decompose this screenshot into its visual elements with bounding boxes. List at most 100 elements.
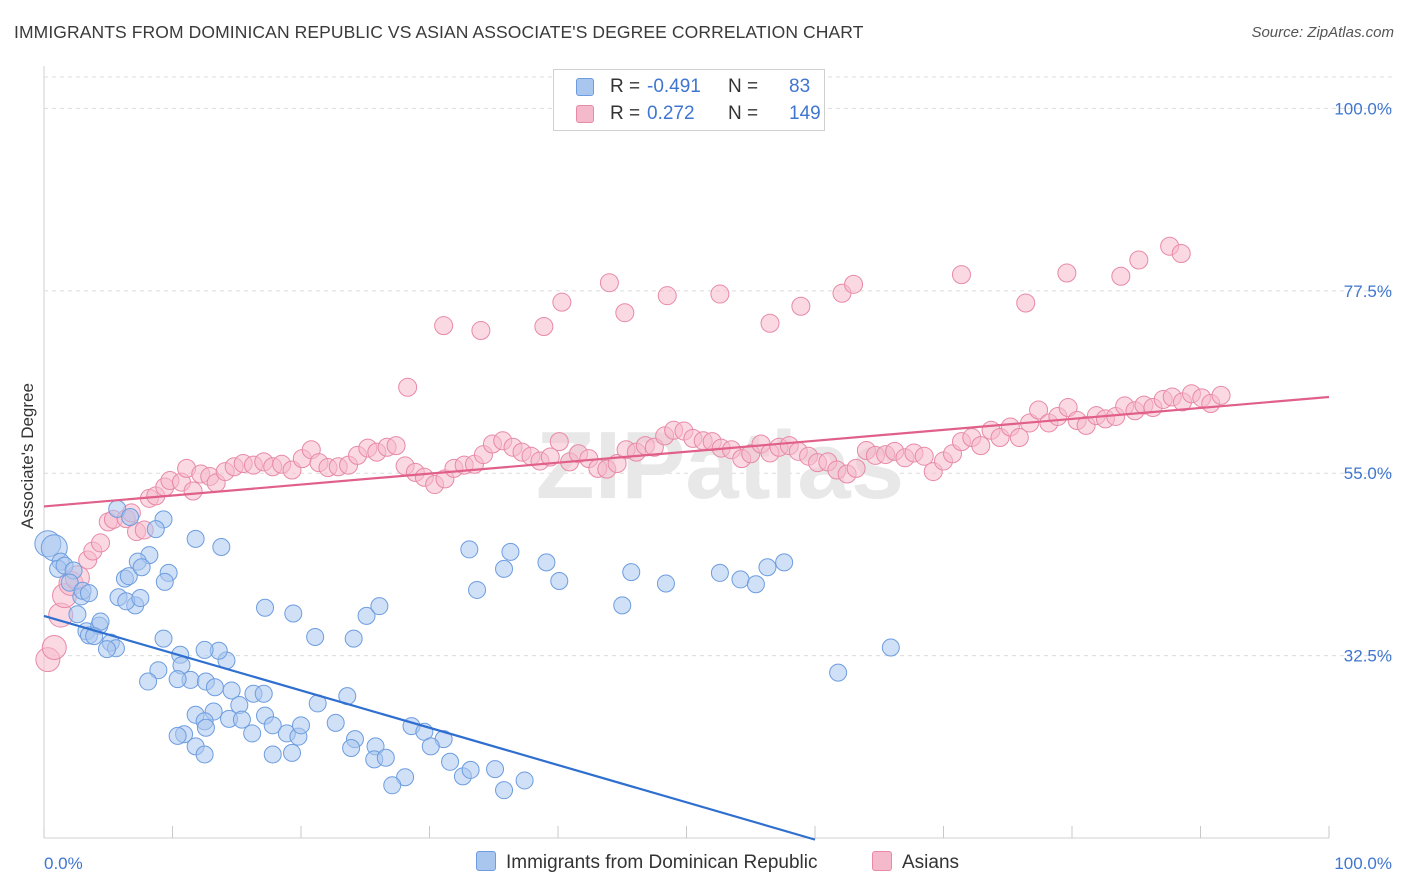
correlation-legend: R = -0.491 N = 83 R = 0.272 N = 149: [553, 69, 825, 131]
legend-n-value: 149: [789, 103, 821, 124]
legend-n-label: N =: [728, 76, 759, 97]
dominican-point: [461, 760, 480, 779]
bottom-legend-swatch-pink: [872, 851, 892, 871]
asians-point: [1057, 263, 1077, 283]
dominican-point: [196, 718, 215, 737]
tick-labels: 100.0% 77.5% 55.0% 32.5% 0.0% 100.0%: [44, 99, 1392, 873]
dominican-point: [495, 781, 514, 800]
dominican-point: [468, 580, 487, 599]
dominican-point: [254, 684, 273, 703]
dominican-point: [613, 596, 632, 615]
dominican-point: [383, 776, 402, 795]
series-dominican-points: [34, 499, 900, 800]
bottom-legend-dominican: Immigrants from Dominican Republic: [476, 851, 818, 874]
dominican-point: [212, 537, 231, 556]
dominican-point: [515, 771, 534, 790]
asians-point: [434, 316, 454, 336]
dominican-point: [119, 567, 138, 586]
asians-point: [615, 303, 635, 323]
dominican-point: [121, 507, 140, 526]
dominican-point: [306, 627, 325, 646]
legend-r-value: -0.491: [647, 76, 701, 97]
dominican-point: [195, 745, 214, 764]
asians-point: [710, 284, 730, 304]
axes: [43, 66, 1330, 839]
trend-lines: [43, 395, 1330, 841]
dominican-point: [284, 604, 303, 623]
dominican-point: [501, 542, 520, 561]
dominican-point: [155, 572, 174, 591]
dominican-point: [195, 640, 214, 659]
x-tick-label-min: 0.0%: [44, 854, 83, 873]
legend-r-label: R =: [610, 76, 641, 97]
dominican-point: [97, 640, 116, 659]
dominican-trendline: [43, 614, 816, 841]
dominican-point: [79, 584, 98, 603]
asians-point: [760, 313, 780, 333]
dominican-point: [746, 575, 765, 594]
source-note: Source: ZipAtlas.com: [1251, 24, 1394, 41]
dominican-point: [60, 573, 79, 592]
dominican-point: [132, 558, 151, 577]
dominican-point: [205, 678, 224, 697]
y-tick-label: 100.0%: [1334, 99, 1392, 118]
bottom-legend-swatch-blue: [476, 851, 496, 871]
asians-point: [91, 533, 111, 553]
legend-n-label: N =: [728, 103, 759, 124]
asians-point: [183, 481, 203, 501]
asians-point: [657, 286, 677, 306]
asians-point: [1211, 385, 1231, 405]
asians-point: [552, 292, 572, 312]
dominican-point: [283, 743, 302, 762]
dominican-point: [775, 553, 794, 572]
dominican-point: [326, 713, 345, 732]
dominican-point: [263, 745, 282, 764]
dominican-point: [881, 638, 900, 657]
asians-point: [549, 432, 569, 452]
dominican-point: [460, 540, 479, 559]
dominican-point: [829, 663, 848, 682]
dominican-point: [344, 629, 363, 648]
legend-swatch-pink: [576, 105, 594, 123]
legend-r-label: R =: [610, 103, 641, 124]
dominican-point: [656, 574, 675, 593]
bottom-legend-label-asians: Asians: [902, 852, 960, 873]
asians-point: [971, 436, 991, 456]
legend-r-value: 0.272: [647, 103, 695, 124]
dominican-point: [342, 739, 361, 758]
x-tick-label-max: 100.0%: [1334, 854, 1392, 873]
dominican-point: [139, 672, 158, 691]
asians-point: [41, 635, 67, 660]
dominican-point: [441, 752, 460, 771]
dominican-point: [131, 589, 150, 608]
dominican-point: [710, 563, 729, 582]
asians-point: [1129, 250, 1149, 270]
asians-point: [951, 265, 971, 285]
dominican-point: [168, 726, 187, 745]
y-tick-label: 32.5%: [1344, 647, 1392, 666]
chart-title: IMMIGRANTS FROM DOMINICAN REPUBLIC VS AS…: [14, 22, 864, 42]
asians-point: [398, 377, 418, 397]
series-asians-points: [35, 236, 1231, 673]
bottom-legend-asians: Asians: [872, 851, 959, 874]
dominican-point: [486, 760, 505, 779]
dominican-point: [222, 681, 241, 700]
legend-swatch-blue: [576, 78, 594, 96]
asians-point: [1058, 398, 1078, 418]
dominican-point: [622, 563, 641, 582]
y-tick-label: 77.5%: [1344, 282, 1392, 301]
legend-row-asians: R = 0.272 N = 149: [554, 101, 824, 127]
asians-point: [534, 316, 554, 336]
dominican-point: [154, 629, 173, 648]
dominican-point: [758, 558, 777, 577]
dominican-point: [263, 716, 282, 735]
dominican-point: [256, 598, 275, 617]
asians-point: [386, 436, 406, 456]
dominican-point: [495, 559, 514, 578]
dominican-point: [68, 605, 87, 624]
dominican-point: [731, 570, 750, 589]
dominican-point: [370, 597, 389, 616]
bottom-legend-label-dominican: Immigrants from Dominican Republic: [506, 852, 818, 873]
dominican-point: [186, 529, 205, 548]
dominican-point: [376, 748, 395, 767]
